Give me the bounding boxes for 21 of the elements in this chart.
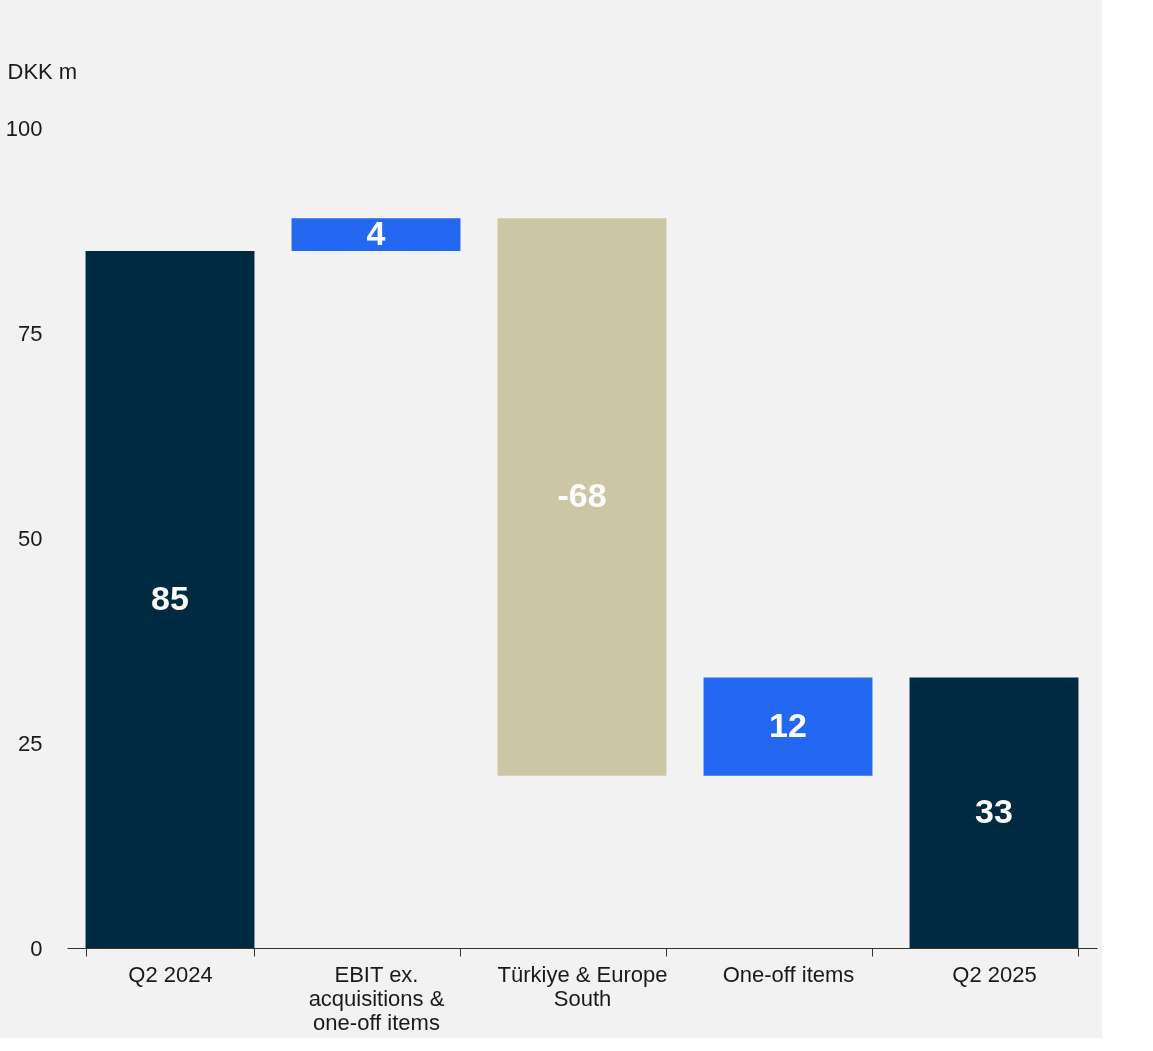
- y-tick-label: 100: [5, 115, 43, 141]
- x-tick-label: Q2 2024: [128, 961, 213, 987]
- bar: [291, 218, 461, 251]
- data-label: -68: [557, 476, 607, 514]
- data-label: 12: [769, 705, 807, 744]
- x-tick-label: One-off items: [722, 961, 855, 987]
- y-axis-title: DKK m: [7, 58, 78, 84]
- bar: [497, 218, 667, 776]
- y-tick-label: 25: [18, 730, 43, 756]
- x-tick-label: Türkiye & Europe South: [497, 961, 668, 1011]
- bar: [703, 677, 873, 776]
- bar: [909, 677, 1079, 948]
- data-label: 4: [366, 213, 386, 252]
- bar: [85, 251, 255, 948]
- y-tick-label: 0: [30, 935, 43, 961]
- y-tick-label: 75: [18, 320, 43, 346]
- data-label: 33: [975, 791, 1013, 830]
- y-tick-label: 50: [18, 525, 43, 551]
- x-tick-label: EBIT ex. acquisitions & one-off items: [308, 961, 445, 1035]
- x-tick-label: Q2 2025: [952, 961, 1037, 987]
- data-label: 85: [151, 578, 189, 617]
